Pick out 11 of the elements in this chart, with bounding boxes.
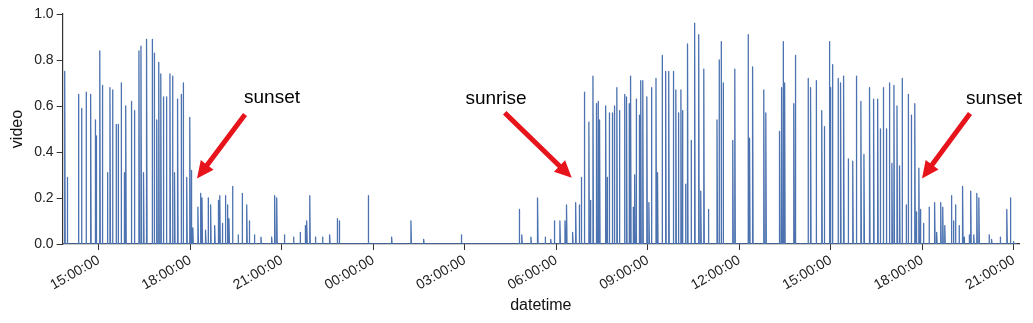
y-tick-label: 0.6 <box>34 96 54 113</box>
x-axis-title: datetime <box>510 295 572 313</box>
y-tick-label: 0.0 <box>34 234 54 251</box>
y-tick-label: 0.4 <box>34 142 54 159</box>
annotation: sunset <box>244 86 301 108</box>
y-tick-label: 0.8 <box>34 50 54 67</box>
annotation: sunset <box>966 87 1023 109</box>
y-tick-label: 0.2 <box>34 188 54 205</box>
annotation: sunrise <box>465 87 527 109</box>
y-tick-label: 1.0 <box>34 4 54 21</box>
y-axis-title: video <box>8 109 26 149</box>
